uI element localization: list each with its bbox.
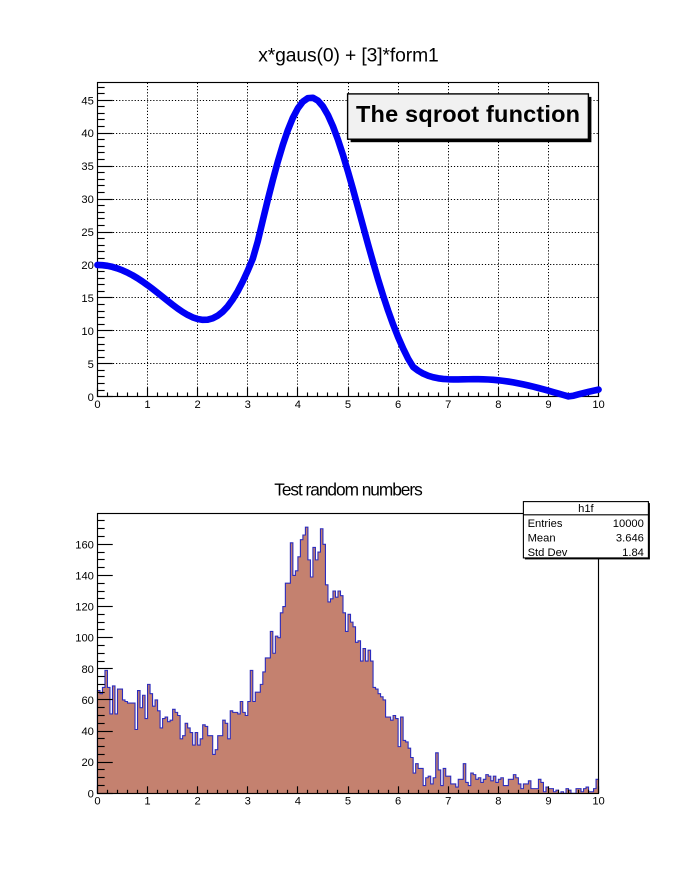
svg-text:6: 6 [395, 796, 401, 808]
svg-text:3: 3 [245, 796, 251, 808]
svg-text:0: 0 [94, 796, 100, 808]
svg-text:20: 20 [81, 757, 93, 769]
svg-text:3: 3 [245, 399, 251, 411]
svg-text:Std Dev: Std Dev [528, 547, 568, 559]
svg-text:20: 20 [81, 260, 93, 272]
svg-text:40: 40 [81, 128, 93, 140]
svg-text:30: 30 [81, 194, 93, 206]
svg-text:1: 1 [144, 399, 150, 411]
svg-text:x*gaus(0) + [3]*form1: x*gaus(0) + [3]*form1 [258, 46, 439, 67]
svg-text:10: 10 [81, 326, 93, 338]
svg-text:0: 0 [88, 392, 94, 404]
svg-text:8: 8 [495, 399, 501, 411]
svg-text:1.84: 1.84 [622, 547, 644, 559]
svg-text:Entries: Entries [528, 518, 563, 530]
svg-text:The sqroot function: The sqroot function [356, 101, 580, 127]
svg-text:4: 4 [295, 796, 301, 808]
svg-text:Mean: Mean [528, 533, 556, 545]
svg-text:Test random numbers: Test random numbers [274, 480, 423, 500]
svg-text:35: 35 [81, 161, 93, 173]
svg-text:0: 0 [88, 788, 94, 800]
svg-text:160: 160 [75, 539, 94, 551]
svg-text:10: 10 [592, 399, 604, 411]
svg-text:40: 40 [81, 726, 93, 738]
svg-text:25: 25 [81, 227, 93, 239]
svg-text:80: 80 [81, 664, 93, 676]
svg-text:5: 5 [345, 399, 351, 411]
svg-text:120: 120 [75, 602, 94, 614]
svg-text:0: 0 [94, 399, 100, 411]
svg-text:45: 45 [81, 95, 93, 107]
svg-text:60: 60 [81, 695, 93, 707]
svg-text:6: 6 [395, 399, 401, 411]
svg-text:9: 9 [545, 796, 551, 808]
svg-text:15: 15 [81, 293, 93, 305]
svg-text:4: 4 [295, 399, 301, 411]
svg-text:5: 5 [88, 359, 94, 371]
svg-text:1: 1 [144, 796, 150, 808]
svg-text:10000: 10000 [613, 518, 644, 530]
svg-text:h1f: h1f [578, 503, 594, 515]
svg-text:100: 100 [75, 633, 94, 645]
svg-text:7: 7 [445, 796, 451, 808]
svg-text:9: 9 [545, 399, 551, 411]
svg-text:5: 5 [345, 796, 351, 808]
svg-text:140: 140 [75, 570, 94, 582]
svg-text:8: 8 [495, 796, 501, 808]
svg-text:7: 7 [445, 399, 451, 411]
svg-text:2: 2 [195, 399, 201, 411]
svg-text:3.646: 3.646 [616, 533, 644, 545]
svg-text:10: 10 [592, 796, 604, 808]
svg-text:2: 2 [195, 796, 201, 808]
